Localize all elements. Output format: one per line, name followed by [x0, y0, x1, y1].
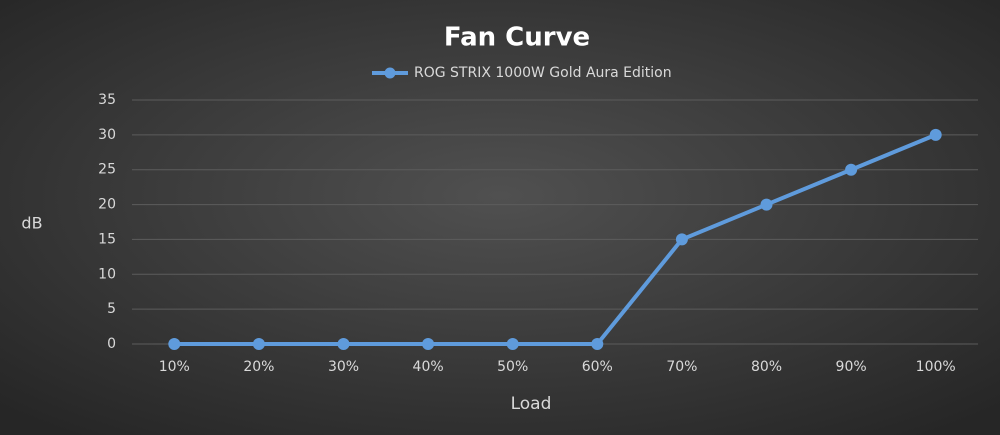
y-tick-label: 0: [107, 336, 116, 352]
y-axis-label: dB: [21, 214, 42, 233]
legend-label: ROG STRIX 1000W Gold Aura Edition: [414, 65, 672, 81]
y-tick-label: 5: [107, 301, 116, 317]
y-tick-label: 10: [98, 266, 116, 282]
data-point: [845, 163, 858, 176]
x-tick-label: 60%: [582, 359, 613, 375]
data-point: [760, 198, 773, 211]
series-line: [174, 133, 937, 346]
y-tick-label: 20: [98, 197, 116, 213]
data-point: [506, 338, 519, 350]
legend-marker: [384, 67, 396, 79]
y-tick-label: 15: [98, 231, 116, 247]
data-point: [422, 338, 435, 350]
data-point: [675, 233, 688, 246]
chart-title: Fan Curve: [444, 23, 590, 53]
x-tick-label: 70%: [666, 359, 697, 375]
data-point: [591, 338, 604, 350]
x-tick-label: 20%: [243, 359, 274, 375]
x-tick-label: 80%: [751, 359, 782, 375]
x-tick-label: 90%: [836, 359, 867, 375]
data-point: [168, 338, 181, 350]
x-tick-label: 30%: [328, 359, 359, 375]
y-tick-label: 25: [98, 162, 116, 178]
x-tick-label: 50%: [497, 359, 528, 375]
y-tick-label: 35: [98, 92, 116, 108]
data-point: [929, 128, 942, 141]
data-point: [337, 338, 350, 350]
data-point: [252, 338, 265, 350]
x-tick-label: 10%: [159, 359, 190, 375]
y-tick-label: 30: [98, 127, 116, 143]
x-tick-label: 40%: [413, 359, 444, 375]
x-axis-label: Load: [511, 394, 552, 414]
x-tick-label: 100%: [916, 359, 956, 375]
